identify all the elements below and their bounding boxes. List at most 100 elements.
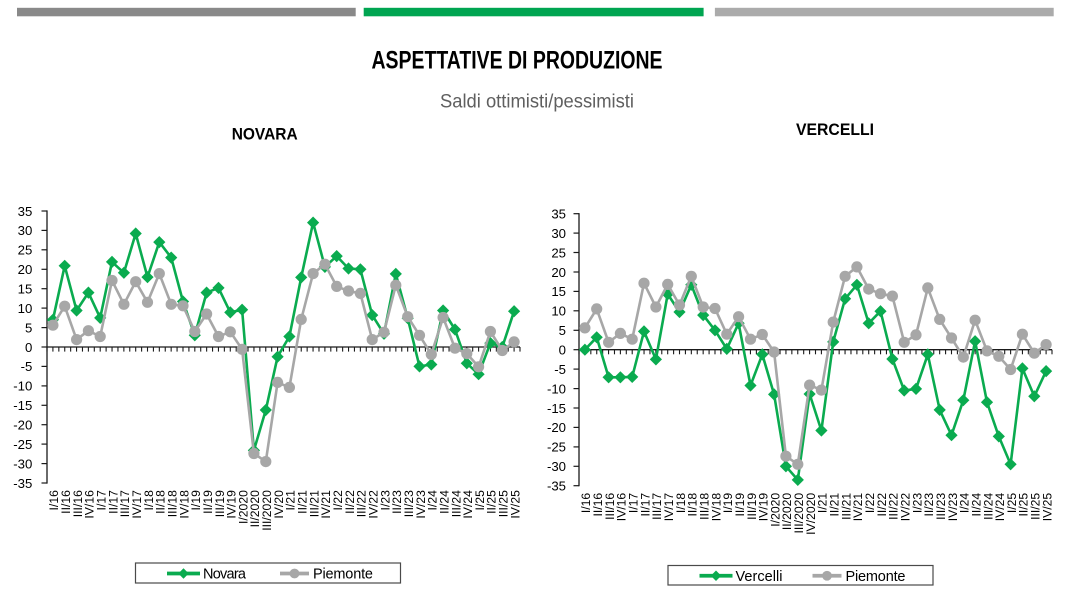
svg-text:-10: -10 — [547, 381, 566, 396]
svg-text:-5: -5 — [554, 362, 566, 377]
svg-text:I/23: I/23 — [378, 490, 392, 511]
svg-text:-10: -10 — [13, 379, 32, 394]
svg-text:II/25: II/25 — [485, 490, 499, 514]
svg-text:IV/16: IV/16 — [615, 493, 629, 522]
svg-text:III/24: III/24 — [981, 493, 995, 520]
svg-text:II/21: II/21 — [296, 490, 310, 514]
svg-text:I/22: I/22 — [863, 493, 877, 514]
svg-text:-35: -35 — [13, 476, 32, 491]
svg-text:15: 15 — [18, 282, 33, 297]
svg-text:Saldi ottimisti/pessimisti: Saldi ottimisti/pessimisti — [440, 91, 634, 112]
svg-text:30: 30 — [18, 223, 33, 238]
svg-text:-30: -30 — [13, 456, 32, 471]
svg-text:Piemonte: Piemonte — [313, 567, 373, 583]
svg-text:II/19: II/19 — [733, 493, 747, 517]
svg-text:III/25: III/25 — [497, 490, 511, 517]
svg-text:III/17: III/17 — [118, 490, 132, 517]
svg-text:-15: -15 — [547, 401, 566, 416]
svg-text:15: 15 — [551, 284, 566, 299]
svg-text:IV/17: IV/17 — [662, 493, 676, 522]
svg-text:I/25: I/25 — [473, 490, 487, 511]
svg-text:II/17: II/17 — [106, 490, 120, 514]
svg-text:IV/19: IV/19 — [225, 490, 239, 519]
svg-text:III/16: III/16 — [71, 490, 85, 517]
svg-text:III/18: III/18 — [166, 490, 180, 517]
svg-text:II/18: II/18 — [686, 493, 700, 517]
svg-text:IV/2020: IV/2020 — [804, 493, 818, 535]
svg-text:III/23: III/23 — [402, 490, 416, 517]
svg-text:VERCELLI: VERCELLI — [796, 120, 874, 139]
svg-text:I/25: I/25 — [1005, 493, 1019, 514]
svg-text:10: 10 — [551, 304, 566, 319]
svg-text:I/24: I/24 — [426, 490, 440, 511]
svg-text:IV/22: IV/22 — [899, 493, 913, 522]
svg-text:II/23: II/23 — [922, 493, 936, 517]
svg-text:-25: -25 — [547, 440, 566, 455]
svg-text:35: 35 — [18, 204, 33, 219]
svg-text:II/25: II/25 — [1017, 493, 1031, 517]
svg-text:I/19: I/19 — [189, 490, 203, 511]
svg-text:II/16: II/16 — [59, 490, 73, 514]
svg-text:IV/21: IV/21 — [851, 493, 865, 522]
svg-text:I/18: I/18 — [142, 490, 156, 511]
svg-text:III/22: III/22 — [887, 493, 901, 520]
svg-text:NOVARA: NOVARA — [232, 126, 298, 144]
svg-text:IV/23: IV/23 — [414, 490, 428, 519]
svg-text:IV/22: IV/22 — [367, 490, 381, 519]
svg-text:IV/25: IV/25 — [508, 490, 522, 519]
svg-text:I/24: I/24 — [958, 493, 972, 514]
svg-text:IV/21: IV/21 — [319, 490, 333, 519]
svg-text:Vercelli: Vercelli — [736, 569, 783, 585]
svg-text:IV/24: IV/24 — [993, 493, 1007, 522]
svg-text:II/21: II/21 — [828, 493, 842, 517]
svg-text:III/22: III/22 — [355, 490, 369, 517]
svg-text:25: 25 — [551, 245, 566, 260]
svg-text:III/25: III/25 — [1029, 493, 1043, 520]
svg-text:ASPETTATIVE DI PRODUZIONE: ASPETTATIVE DI PRODUZIONE — [372, 47, 663, 75]
svg-text:III/24: III/24 — [449, 490, 463, 517]
svg-text:10: 10 — [18, 301, 33, 316]
svg-text:I/21: I/21 — [284, 490, 298, 511]
svg-text:III/19: III/19 — [745, 493, 759, 520]
svg-text:I/16: I/16 — [47, 490, 61, 511]
svg-text:II/16: II/16 — [591, 493, 605, 517]
svg-text:III/2020: III/2020 — [260, 490, 274, 531]
svg-text:IV/20: IV/20 — [272, 490, 286, 519]
svg-text:IV/16: IV/16 — [83, 490, 97, 519]
svg-text:I/18: I/18 — [674, 493, 688, 514]
svg-text:I/23: I/23 — [910, 493, 924, 514]
svg-text:I/17: I/17 — [627, 493, 641, 514]
svg-text:I/17: I/17 — [95, 490, 109, 511]
svg-text:III/2020: III/2020 — [792, 493, 806, 534]
svg-text:II/17: II/17 — [638, 493, 652, 517]
svg-text:35: 35 — [551, 207, 566, 222]
svg-text:II/22: II/22 — [875, 493, 889, 517]
svg-text:II/24: II/24 — [969, 493, 983, 517]
svg-text:20: 20 — [551, 265, 566, 280]
svg-text:II/2020: II/2020 — [248, 490, 262, 527]
svg-text:III/17: III/17 — [650, 493, 664, 520]
svg-text:III/16: III/16 — [603, 493, 617, 520]
svg-text:III/21: III/21 — [307, 490, 321, 517]
svg-text:-35: -35 — [547, 479, 566, 494]
svg-text:IV/18: IV/18 — [709, 493, 723, 522]
svg-text:II/2020: II/2020 — [780, 493, 794, 530]
svg-text:III/23: III/23 — [934, 493, 948, 520]
svg-text:II/19: II/19 — [201, 490, 215, 514]
svg-text:20: 20 — [18, 262, 33, 277]
svg-text:IV/19: IV/19 — [757, 493, 771, 522]
svg-text:III/21: III/21 — [839, 493, 853, 520]
svg-text:30: 30 — [551, 226, 566, 241]
svg-text:IV/23: IV/23 — [946, 493, 960, 522]
svg-text:II/23: II/23 — [390, 490, 404, 514]
svg-text:Novara: Novara — [203, 567, 247, 583]
svg-text:III/18: III/18 — [698, 493, 712, 520]
svg-text:Piemonte: Piemonte — [846, 569, 906, 585]
svg-text:IV/17: IV/17 — [130, 490, 144, 519]
svg-text:0: 0 — [559, 343, 566, 358]
svg-text:5: 5 — [559, 323, 566, 338]
svg-text:-5: -5 — [21, 359, 33, 374]
svg-text:I/16: I/16 — [579, 493, 593, 514]
svg-text:IV/18: IV/18 — [177, 490, 191, 519]
svg-text:II/18: II/18 — [154, 490, 168, 514]
